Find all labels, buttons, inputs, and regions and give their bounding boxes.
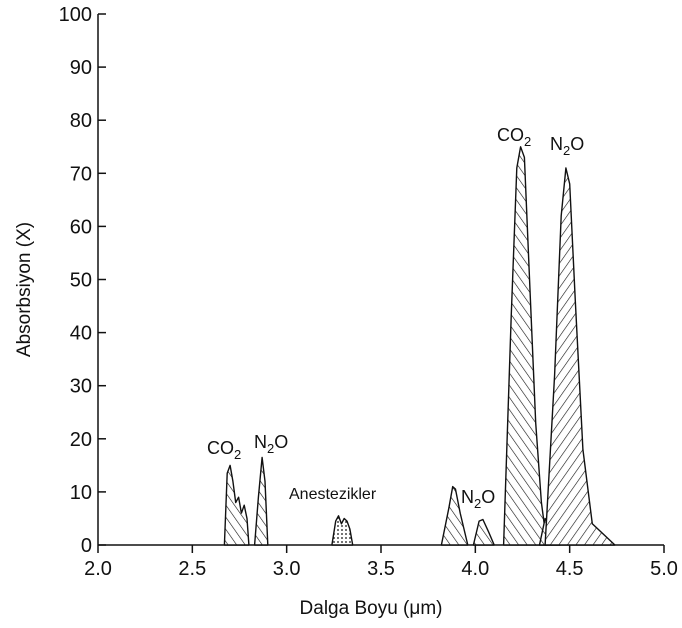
y-tick-label: 20 [70,429,92,451]
peak-anest [331,515,354,546]
peak-label-co2-a: CO2 [207,438,241,462]
y-tick-label: 30 [70,376,92,398]
y-tick-label: 50 [70,270,92,292]
y-tick-label: 70 [70,163,92,185]
peak-label-main: N [254,432,267,452]
x-axis-title: Dalga Boyu (μm) [300,598,443,619]
y-tick-label: 100 [59,4,92,26]
peak-n2o-small-1 [440,485,469,546]
y-tick-label: 80 [70,110,92,132]
x-tick-label: 4.0 [461,558,489,580]
x-tick-label: 3.5 [367,558,395,580]
peak-label-co2-b: CO2 [497,125,531,149]
peak-label-main: N [550,134,563,154]
x-tick-label: 5.0 [650,558,678,580]
peak-label-subscript: 2 [524,134,531,149]
peak-label-main: CO [207,438,234,458]
y-tick-label: 0 [81,535,92,557]
y-tick-label: 10 [70,482,92,504]
x-tick-label: 2.0 [84,558,112,580]
peak-label-suffix: O [570,134,584,154]
peak-label-main: N [461,487,474,507]
peak-label-n2o-a: N2O [254,432,288,456]
y-tick-label: 90 [70,57,92,79]
peak-label-subscript: 2 [563,143,570,158]
peak-n2o-small-2 [472,518,495,546]
peak-label-suffix: O [274,432,288,452]
y-axis-title: Absorbsiyon (X) [14,222,35,357]
peak-label-subscript: 2 [474,496,481,511]
peak-co2-a [223,464,250,546]
y-tick-label: 60 [70,216,92,238]
peak-label-n2o-b: N2O [550,134,584,158]
peak-label-subscript: 2 [267,441,274,456]
y-tick-label: 40 [70,323,92,345]
peak-label-main: CO [497,125,524,145]
x-tick-label: 2.5 [178,558,206,580]
x-tick-label: 3.0 [273,558,301,580]
x-axis-ticks: 2.0 2.5 3.0 3.5 4.0 4.5 5.0 [84,545,678,580]
plot-area: 0 10 20 30 40 50 60 70 80 90 100 2.0 2.5 3.0 3.5 4.0 4.… [59,4,678,580]
x-tick-label: 4.5 [556,558,584,580]
peak-n2o-b [544,167,616,546]
peak-label-n2o-small-2: N2O [461,487,495,511]
absorption-peaks [223,146,616,546]
peak-label-anest: Anestezikler [289,486,377,503]
peak-co2-b [502,146,548,546]
peak-label-subscript: 2 [234,447,241,462]
peak-label-suffix: O [481,487,495,507]
peak-label-main: Anestezikler [289,486,377,503]
y-axis-ticks: 0 10 20 30 40 50 60 70 80 90 100 [59,4,106,557]
peak-n2o-a [253,456,269,546]
